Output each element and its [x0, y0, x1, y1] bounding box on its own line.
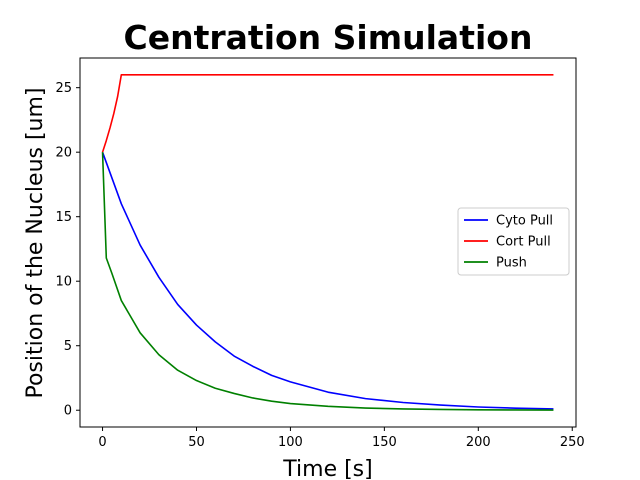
x-tick-label: 100	[278, 435, 303, 450]
series-line-cyto-pull	[101, 151, 554, 410]
x-tick-label: 150	[372, 435, 397, 450]
y-tick-label: 15	[55, 210, 72, 225]
y-tick-label: 0	[64, 404, 72, 419]
plot-area	[79, 57, 577, 428]
x-tick-label: 200	[466, 435, 491, 450]
y-axis: 0 5 10 15 20 25	[55, 81, 80, 419]
legend-label-cyto-pull: Cyto Pull	[496, 214, 553, 229]
series-line-push	[101, 152, 554, 411]
x-tick-label: 50	[188, 435, 205, 450]
y-tick-label: 10	[55, 275, 72, 290]
y-axis-label: Position of the Nucleus [um]	[23, 87, 48, 398]
x-tick-label: 250	[560, 435, 585, 450]
plot-frame	[79, 57, 577, 428]
series-line-cort-pull	[101, 73, 554, 153]
x-axis-label: Time [s]	[282, 457, 372, 480]
y-tick-label: 20	[55, 146, 72, 161]
chart-title: Centration Simulation	[124, 18, 533, 57]
legend-label-cort-pull: Cort Pull	[496, 235, 551, 250]
x-axis: 0 50 100 150 200 250	[98, 427, 585, 450]
legend: Cyto Pull Cort Pull Push	[457, 207, 570, 276]
y-tick-label: 5	[64, 339, 72, 354]
y-tick-label: 25	[55, 81, 72, 96]
legend-label-push: Push	[496, 256, 527, 271]
x-tick-label: 0	[98, 435, 106, 450]
legend-box	[457, 207, 570, 276]
